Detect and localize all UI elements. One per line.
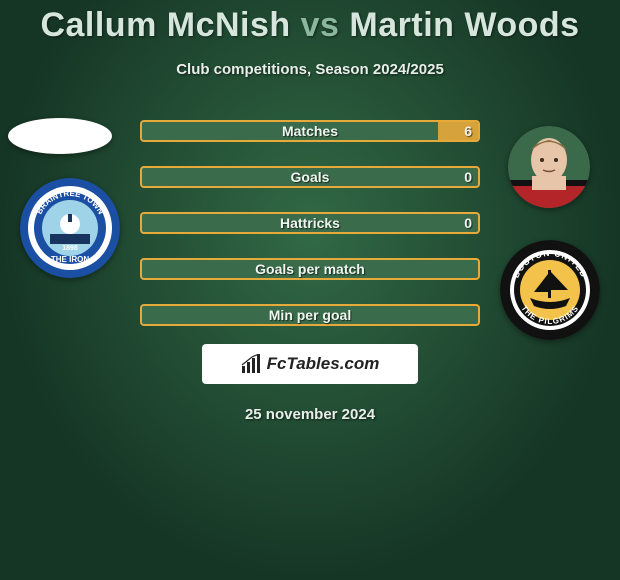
stat-row: Min per goal xyxy=(140,304,480,326)
stat-row: Hattricks0 xyxy=(140,212,480,234)
title-player2: Martin Woods xyxy=(349,6,579,44)
svg-text:THE IRON: THE IRON xyxy=(51,255,89,264)
watermark: FcTables.com xyxy=(202,344,418,384)
title-player1: Callum McNish xyxy=(40,6,290,44)
title-vs: vs xyxy=(301,6,340,44)
player1-avatar xyxy=(8,118,112,154)
stat-value-right: 0 xyxy=(464,215,472,231)
stat-value-right: 6 xyxy=(464,123,472,139)
braintree-crest-icon: BRAINTREE TOWN THE IRON 1898 xyxy=(20,178,120,278)
stat-label: Goals xyxy=(140,169,480,185)
date-label: 25 november 2024 xyxy=(0,406,620,423)
boston-crest-icon: BOSTON UNITED THE PILGRIMS xyxy=(500,240,600,340)
stat-row: Goals per match xyxy=(140,258,480,280)
player1-club-crest: BRAINTREE TOWN THE IRON 1898 xyxy=(20,178,120,278)
content: Callum McNish vs Martin Woods Club compe… xyxy=(0,0,620,580)
stat-label: Min per goal xyxy=(140,307,480,323)
stat-label: Goals per match xyxy=(140,261,480,277)
bar-chart-icon xyxy=(241,354,261,374)
stat-label: Hattricks xyxy=(140,215,480,231)
page-title: Callum McNish vs Martin Woods xyxy=(0,0,620,45)
stat-value-right: 0 xyxy=(464,169,472,185)
stat-row: Goals0 xyxy=(140,166,480,188)
subtitle: Club competitions, Season 2024/2025 xyxy=(0,61,620,78)
stat-label: Matches xyxy=(140,123,480,139)
watermark-text: FcTables.com xyxy=(267,354,380,374)
player-photo-icon xyxy=(508,126,590,208)
player2-avatar xyxy=(508,126,590,208)
player2-club-crest: BOSTON UNITED THE PILGRIMS xyxy=(500,240,600,340)
svg-text:1898: 1898 xyxy=(62,245,78,252)
stat-row: Matches6 xyxy=(140,120,480,142)
